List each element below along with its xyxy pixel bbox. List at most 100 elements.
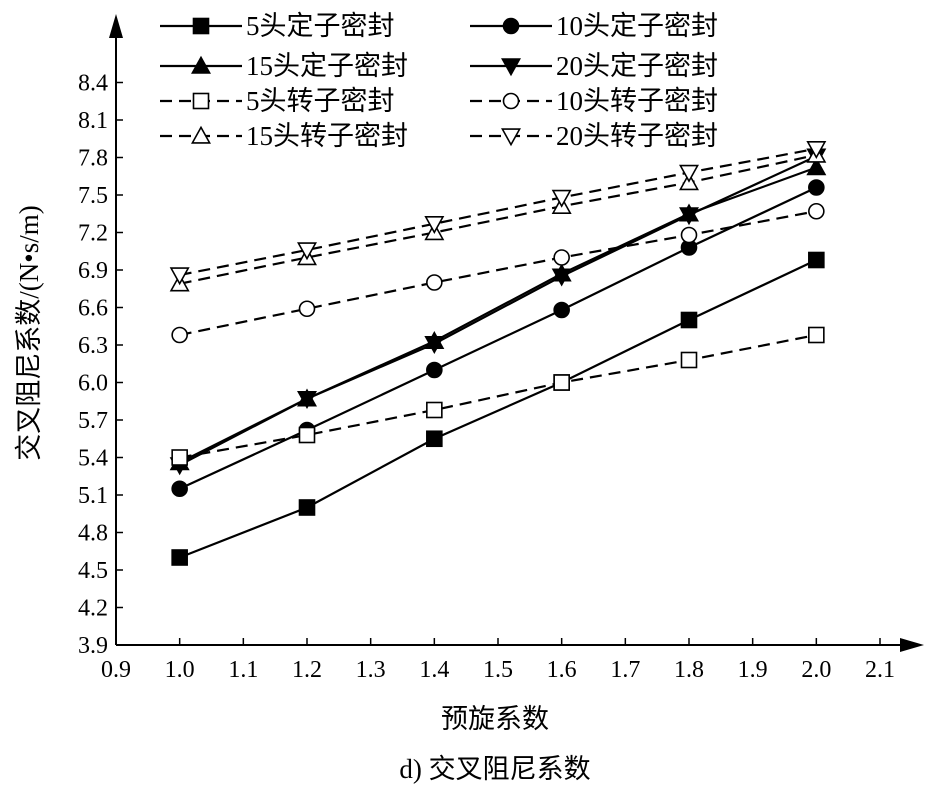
legend-label: 10头转子密封 [556, 86, 718, 116]
y-tick-label: 6.9 [78, 258, 108, 284]
legend-marker [501, 58, 521, 77]
y-tick-label: 6.6 [78, 296, 108, 322]
data-point [551, 268, 572, 287]
axes [109, 14, 924, 652]
series-6 [171, 202, 825, 344]
x-tick-label: 2.0 [801, 657, 831, 683]
series-line [179, 186, 817, 490]
y-tick-label: 5.4 [78, 446, 108, 472]
legend-marker [192, 92, 210, 110]
data-point [426, 401, 443, 419]
y-tick-label: 5.1 [78, 483, 108, 509]
legend-item: 5头定子密封 [160, 11, 395, 41]
legend-item: 20头转子密封 [470, 121, 718, 151]
legend-marker [501, 128, 521, 147]
series-4 [169, 148, 827, 476]
x-tick-label: 1.0 [165, 657, 195, 683]
data-point [553, 301, 570, 319]
y-tick-label: 6.3 [78, 333, 108, 359]
legend-label: 10头定子密封 [556, 11, 718, 41]
x-tick-label: 1.6 [547, 657, 577, 683]
y-tick-label: 7.2 [78, 221, 108, 247]
legend-marker [502, 92, 520, 110]
series-5 [171, 326, 825, 466]
y-tick-label: 8.4 [78, 71, 108, 97]
x-tick-label: 1.1 [228, 657, 258, 683]
figure-caption: d) 交叉阻尼系数 [399, 754, 590, 784]
data-point [424, 216, 445, 235]
x-tick-label: 1.3 [356, 657, 386, 683]
x-tick-label: 1.2 [292, 657, 322, 683]
y-tick-label: 8.1 [78, 108, 108, 134]
data-point [680, 311, 698, 329]
data-point [679, 164, 699, 183]
x-tick-label: 1.5 [483, 657, 513, 683]
data-point [551, 189, 572, 208]
legend-item: 15头转子密封 [160, 121, 408, 151]
y-axis-title: 交叉阻尼系数/(N•s/m) [14, 205, 44, 460]
series-line [179, 153, 817, 285]
x-tick-label: 1.7 [610, 657, 640, 683]
legend-label: 20头定子密封 [556, 51, 718, 81]
y-tick-label: 4.2 [78, 596, 108, 622]
legend-marker [192, 17, 210, 35]
data-point [679, 207, 699, 226]
legend-item: 20头定子密封 [470, 51, 718, 81]
y-tick-label: 6.0 [78, 371, 108, 397]
data-point [298, 300, 316, 318]
x-tick-label: 1.8 [674, 657, 704, 683]
legend-marker [191, 125, 211, 144]
legend-label: 5头转子密封 [246, 86, 395, 116]
data-point [298, 499, 316, 516]
data-point [171, 326, 188, 344]
y-tick-label: 4.8 [78, 521, 108, 547]
y-tick-label: 3.9 [78, 633, 108, 659]
x-axis-title: 预旋系数 [441, 704, 549, 734]
x-tick-label: 1.9 [738, 657, 768, 683]
legend-label: 15头定子密封 [246, 51, 408, 81]
data-point [553, 249, 570, 266]
y-tick-label: 5.7 [78, 408, 108, 434]
data-point [426, 430, 443, 448]
legend-item: 10头定子密封 [470, 11, 718, 41]
series-line [179, 259, 817, 559]
data-point [808, 202, 825, 220]
data-point [808, 326, 825, 344]
legend-marker [502, 17, 520, 35]
data-point [298, 426, 316, 444]
data-point [553, 374, 570, 391]
legend: 5头定子密封 10头定子密封 15头定子密封 20头定子密封 5头转子密封 10头转子密封… [160, 11, 718, 151]
data-point [680, 226, 698, 244]
data-point [426, 361, 443, 379]
series-line [179, 155, 817, 466]
series-8 [169, 141, 827, 286]
legend-item: 15头定子密封 [160, 51, 408, 81]
series-line [179, 210, 817, 337]
data-point [680, 351, 698, 369]
legend-label: 15头转子密封 [246, 121, 408, 151]
legend-marker [191, 55, 211, 74]
data-point [424, 336, 445, 355]
data-point [169, 267, 190, 286]
legend-label: 20头转子密封 [556, 121, 718, 151]
data-point [426, 274, 443, 291]
legend-item: 10头转子密封 [470, 86, 718, 116]
series-1 [171, 251, 825, 566]
legend-label: 5头定子密封 [246, 11, 395, 41]
legend-item: 5头转子密封 [160, 86, 395, 116]
ticks: 0.9 1.0 1.1 1.2 1.3 1.4 1.5 1.6 1.7 1.8 1.9 2.0 2.1 3… [78, 71, 895, 684]
y-tick-label: 7.8 [78, 146, 108, 172]
x-tick-label: 2.1 [865, 657, 895, 683]
series-3 [169, 157, 827, 471]
y-tick-label: 4.5 [78, 558, 108, 584]
series [169, 141, 827, 566]
data-point [171, 480, 188, 498]
series-line [179, 147, 817, 277]
data-point [297, 242, 317, 261]
data-point [808, 251, 825, 269]
data-point [808, 179, 825, 196]
data-point [806, 157, 827, 176]
x-axis-arrow [900, 638, 924, 652]
